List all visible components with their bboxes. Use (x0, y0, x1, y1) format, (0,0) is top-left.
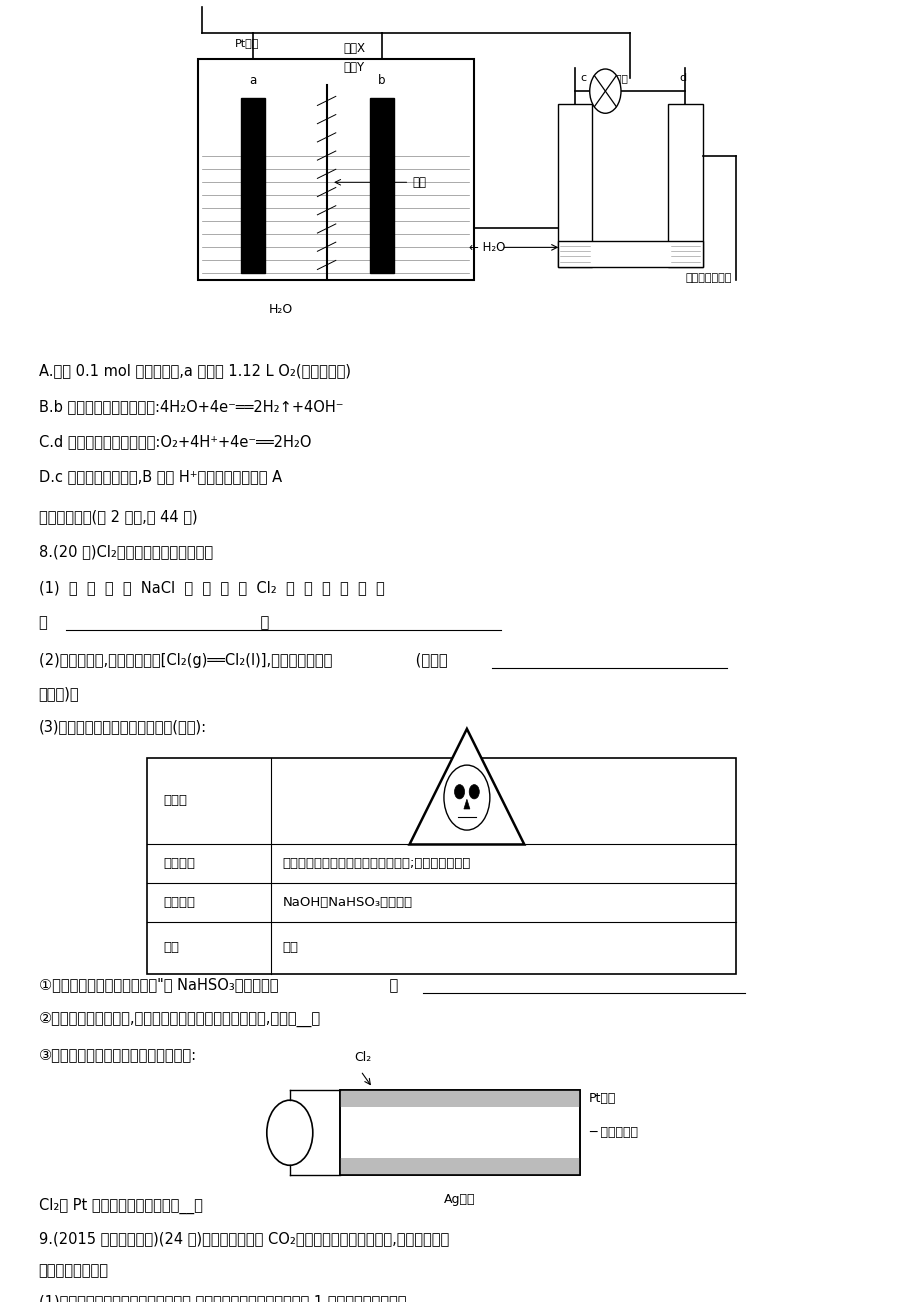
Text: d: d (678, 73, 686, 83)
Bar (557, 241, 702, 267)
Text: 酸性电解质溶液: 酸性电解质溶液 (685, 273, 731, 284)
Text: Pt电极: Pt电极 (588, 1092, 616, 1105)
Polygon shape (463, 799, 470, 809)
Text: (2)为便于储存,要将氯气液化[Cl₂(g)══Cl₂(l)],应采取的措施是                  (写出一: (2)为便于储存,要将氯气液化[Cl₂(g)══Cl₂(l)],应采取的措施是 … (39, 652, 447, 668)
Text: Ag⁺: Ag⁺ (450, 1126, 473, 1139)
Circle shape (589, 69, 620, 113)
Text: 隔膜: 隔膜 (412, 176, 425, 189)
Text: ②若液氯泄漏后遇到苯,在钢瓶表面氯与苯的反应明显加快,原因是__。: ②若液氯泄漏后遇到苯,在钢瓶表面氯与苯的反应明显加快,原因是__。 (39, 1012, 321, 1027)
Circle shape (444, 766, 489, 831)
Text: 二、非选择题(共 2 小题,共 44 分): 二、非选择题(共 2 小题,共 44 分) (39, 509, 197, 525)
Text: Pt电极: Pt电极 (605, 73, 628, 83)
Bar (340, 1091, 579, 1174)
Text: ─ 固体电解质: ─ 固体电解质 (588, 1126, 637, 1139)
Text: (1)将煤燃烧产生的二氧化碳回收利用,可达到降低碳排放的目的。图 1 是通过光电转化原理: (1)将煤燃烧产生的二氧化碳回收利用,可达到降低碳排放的目的。图 1 是通过光电… (39, 1294, 405, 1302)
Text: B.b 极上发生的电极反应是:4H₂O+4e⁻══2H₂↑+4OH⁻: B.b 极上发生的电极反应是:4H₂O+4e⁻══2H₂↑+4OH⁻ (39, 398, 343, 414)
Text: H₂O: H₂O (268, 303, 292, 316)
Text: 远离金属粉末、氨、烃类、醇等物质;设置氯气检测仪: 远离金属粉末、氨、烃类、醇等物质;设置氯气检测仪 (282, 857, 471, 870)
Bar (147, 758, 735, 974)
Bar (369, 98, 393, 273)
Polygon shape (409, 729, 524, 845)
Text: A.当有 0.1 mol 电子转移时,a 极产生 1.12 L O₂(标准状况下): A.当有 0.1 mol 电子转移时,a 极产生 1.12 L O₂(标准状况下… (39, 363, 350, 379)
Bar (667, 104, 702, 267)
Text: B: B (680, 180, 689, 191)
Text: 气体X: 气体X (343, 42, 365, 55)
Bar (340, 1091, 579, 1107)
Text: Cl₂: Cl₂ (354, 1052, 371, 1065)
Text: 8.(20 分)Cl₂是一种重要的化工原料。: 8.(20 分)Cl₂是一种重要的化工原料。 (39, 544, 212, 560)
Text: b: b (378, 74, 385, 87)
Text: Ag电极: Ag电极 (444, 1193, 475, 1206)
Circle shape (454, 785, 464, 799)
Text: C.d 极上发生的电极反应是:O₂+4H⁺+4e⁻══2H₂O: C.d 极上发生的电极反应是:O₂+4H⁺+4e⁻══2H₂O (39, 434, 311, 449)
Text: ③氯气含量检测仪工作原理示意图如下:: ③氯气含量检测仪工作原理示意图如下: (39, 1047, 197, 1062)
Text: A: A (570, 180, 579, 191)
Text: 是                                              。: 是 。 (39, 615, 268, 630)
Bar (557, 104, 592, 267)
Bar (340, 1159, 579, 1174)
Text: NaOH、NaHSO₃溶液吸收: NaOH、NaHSO₃溶液吸收 (282, 896, 412, 909)
Text: V: V (285, 1126, 294, 1139)
Text: 9.(2015 湖南岳阳模拟)(24 分)人类活动产生的 CO₂长期积累会威胁生态环境,其减排问题受: 9.(2015 湖南岳阳模拟)(24 分)人类活动产生的 CO₂长期积累会威胁生… (39, 1230, 448, 1246)
Text: (3)液氯储存区贴有的说明卡如下(部分):: (3)液氯储存区贴有的说明卡如下(部分): (39, 719, 207, 734)
Text: 条即可)。: 条即可)。 (39, 686, 79, 702)
Text: 储运要求: 储运要求 (164, 857, 196, 870)
Text: D.c 极上进行还原反应,B 中的 H⁺可以通过隔膜进入 A: D.c 极上进行还原反应,B 中的 H⁺可以通过隔膜进入 A (39, 469, 281, 484)
Text: 钢瓶: 钢瓶 (282, 941, 298, 954)
Text: 包装: 包装 (164, 941, 179, 954)
Text: c: c (580, 73, 586, 83)
Text: (1)  电  解  饱  和  NaCl  溶  液  获  得  Cl₂  的  化  学  方  程  式: (1) 电 解 饱 和 NaCl 溶 液 获 得 Cl₂ 的 化 学 方 程 式 (39, 579, 384, 595)
Text: ①用离子方程式表示泄漏处理"中 NaHSO₃溶液的作用                        。: ①用离子方程式表示泄漏处理"中 NaHSO₃溶液的作用 。 (39, 976, 397, 992)
Circle shape (469, 785, 479, 799)
Bar (241, 98, 265, 273)
Text: Pt电极: Pt电极 (234, 38, 258, 48)
Text: 危险性: 危险性 (164, 794, 187, 807)
Bar (340, 1091, 579, 1174)
Text: ← H₂O: ← H₂O (469, 241, 505, 254)
Text: Cl₂在 Pt 电极放电的电极反应是__。: Cl₂在 Pt 电极放电的电极反应是__。 (39, 1198, 202, 1213)
Circle shape (267, 1100, 312, 1165)
Text: a: a (249, 74, 256, 87)
Text: 到全世界的关注。: 到全世界的关注。 (39, 1263, 108, 1279)
Bar (198, 59, 473, 280)
Text: 泄漏处理: 泄漏处理 (164, 896, 196, 909)
Text: 气体Y: 气体Y (344, 61, 364, 74)
